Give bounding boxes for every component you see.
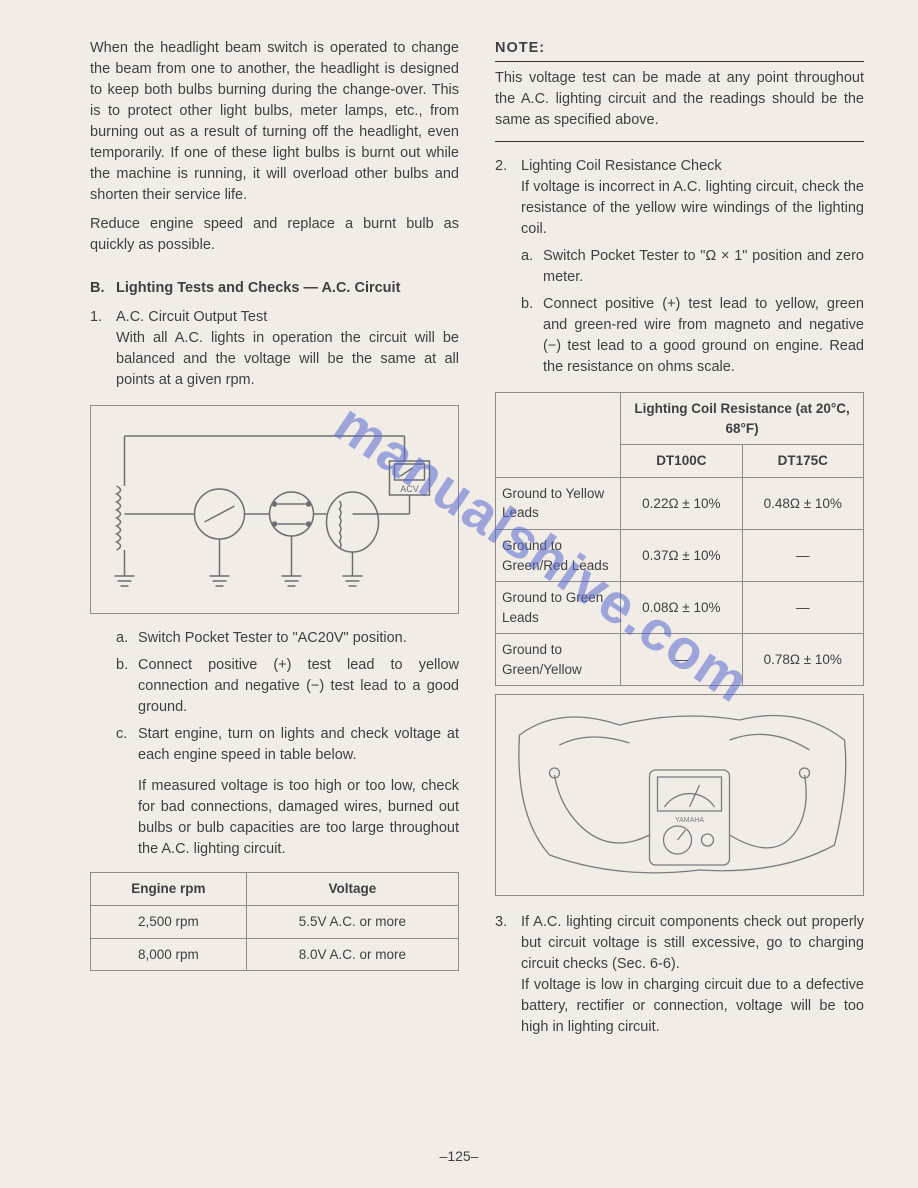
item-2-title: Lighting Coil Resistance Check bbox=[521, 158, 722, 174]
item-1-title: A.C. Circuit Output Test bbox=[116, 309, 267, 325]
tester-illustration: YAMAHA bbox=[495, 694, 864, 896]
row-label: Ground to Green/Yellow bbox=[496, 634, 621, 686]
step-2a-label: a. bbox=[521, 246, 543, 288]
col-header-rpm: Engine rpm bbox=[91, 873, 247, 906]
item-1-body: A.C. Circuit Output Test With all A.C. l… bbox=[116, 307, 459, 391]
step-a-body: Switch Pocket Tester to "AC20V" position… bbox=[138, 628, 459, 649]
table-row: Ground to Green/Red Leads 0.37Ω ± 10% — bbox=[496, 530, 864, 582]
item-2-number: 2. bbox=[495, 156, 521, 240]
step-c: c. Start engine, turn on lights and chec… bbox=[116, 724, 459, 766]
cell: — bbox=[621, 634, 742, 686]
item-3: 3. If A.C. lighting circuit components c… bbox=[495, 912, 864, 1038]
cell: 0.48Ω ± 10% bbox=[742, 477, 863, 529]
right-column: NOTE: This voltage test can be made at a… bbox=[495, 38, 864, 1039]
table-row: Ground to Yellow Leads 0.22Ω ± 10% 0.48Ω… bbox=[496, 477, 864, 529]
table-row: 2,500 rpm 5.5V A.C. or more bbox=[91, 905, 459, 938]
step-2b: b. Connect positive (+) test lead to yel… bbox=[521, 294, 864, 378]
cell: 0.08Ω ± 10% bbox=[621, 582, 742, 634]
svg-text:YAMAHA: YAMAHA bbox=[675, 817, 704, 824]
step-b-label: b. bbox=[116, 655, 138, 718]
table-row: Engine rpm Voltage bbox=[91, 873, 459, 906]
section-b-label: B. bbox=[90, 278, 116, 299]
step-2b-body: Connect positive (+) test lead to yellow… bbox=[543, 294, 864, 378]
table-row: Lighting Coil Resistance (at 20°C, 68°F) bbox=[496, 393, 864, 445]
item-3-text: If A.C. lighting circuit components chec… bbox=[521, 914, 864, 972]
col-dt175c: DT175C bbox=[742, 445, 863, 478]
item-2-text: If voltage is incorrect in A.C. lighting… bbox=[521, 179, 864, 237]
step-b: b. Connect positive (+) test lead to yel… bbox=[116, 655, 459, 718]
item-2-steps: a. Switch Pocket Tester to "Ω × 1" posit… bbox=[521, 246, 864, 378]
cell: 0.37Ω ± 10% bbox=[621, 530, 742, 582]
table-row: 8,000 rpm 8.0V A.C. or more bbox=[91, 938, 459, 971]
step-after-note: If measured voltage is too high or too l… bbox=[138, 776, 459, 860]
note-heading: NOTE: bbox=[495, 38, 864, 62]
section-b-title: Lighting Tests and Checks — A.C. Circuit bbox=[116, 278, 400, 299]
item-1-text: With all A.C. lights in operation the ci… bbox=[116, 330, 459, 388]
row-label: Ground to Green/Red Leads bbox=[496, 530, 621, 582]
left-column: When the headlight beam switch is operat… bbox=[90, 38, 459, 1039]
table-row: Ground to Green Leads 0.08Ω ± 10% — bbox=[496, 582, 864, 634]
acv-label: ACV bbox=[400, 484, 419, 494]
item-2: 2. Lighting Coil Resistance Check If vol… bbox=[495, 156, 864, 240]
tester-svg: YAMAHA bbox=[496, 695, 863, 895]
cell: 2,500 rpm bbox=[91, 905, 247, 938]
step-c-label: c. bbox=[116, 724, 138, 766]
item-3-number: 3. bbox=[495, 912, 521, 1038]
step-b-body: Connect positive (+) test lead to yellow… bbox=[138, 655, 459, 718]
step-a: a. Switch Pocket Tester to "AC20V" posit… bbox=[116, 628, 459, 649]
voltage-table: Engine rpm Voltage 2,500 rpm 5.5V A.C. o… bbox=[90, 872, 459, 971]
row-label: Ground to Yellow Leads bbox=[496, 477, 621, 529]
col-dt100c: DT100C bbox=[621, 445, 742, 478]
table-caption: Lighting Coil Resistance (at 20°C, 68°F) bbox=[621, 393, 864, 445]
item-3-text2: If voltage is low in charging circuit du… bbox=[521, 977, 864, 1035]
item-1-number: 1. bbox=[90, 307, 116, 391]
row-label: Ground to Green Leads bbox=[496, 582, 621, 634]
step-c-body: Start engine, turn on lights and check v… bbox=[138, 724, 459, 766]
step-2a: a. Switch Pocket Tester to "Ω × 1" posit… bbox=[521, 246, 864, 288]
note-body: This voltage test can be made at any poi… bbox=[495, 68, 864, 131]
cell: — bbox=[742, 582, 863, 634]
step-a-label: a. bbox=[116, 628, 138, 649]
item-3-body: If A.C. lighting circuit components chec… bbox=[521, 912, 864, 1038]
cell: 0.22Ω ± 10% bbox=[621, 477, 742, 529]
cell: — bbox=[742, 530, 863, 582]
section-b-heading: B. Lighting Tests and Checks — A.C. Circ… bbox=[90, 278, 459, 299]
cell: 8,000 rpm bbox=[91, 938, 247, 971]
ac-circuit-diagram: ACV bbox=[90, 405, 459, 614]
page-number: –125– bbox=[0, 1148, 918, 1164]
columns: When the headlight beam switch is operat… bbox=[90, 38, 864, 1039]
circuit-svg: ACV bbox=[91, 406, 458, 606]
col-header-voltage: Voltage bbox=[246, 873, 458, 906]
step-2a-body: Switch Pocket Tester to "Ω × 1" position… bbox=[543, 246, 864, 288]
step-2b-label: b. bbox=[521, 294, 543, 378]
cell: 0.78Ω ± 10% bbox=[742, 634, 863, 686]
item-2-body: Lighting Coil Resistance Check If voltag… bbox=[521, 156, 864, 240]
cell: 8.0V A.C. or more bbox=[246, 938, 458, 971]
page: manualshive.com When the headlight beam … bbox=[0, 0, 918, 1188]
item-1: 1. A.C. Circuit Output Test With all A.C… bbox=[90, 307, 459, 391]
resistance-table: Lighting Coil Resistance (at 20°C, 68°F)… bbox=[495, 392, 864, 686]
table-row: Ground to Green/Yellow — 0.78Ω ± 10% bbox=[496, 634, 864, 686]
divider-line bbox=[495, 141, 864, 142]
intro-paragraph-2: Reduce engine speed and replace a burnt … bbox=[90, 214, 459, 256]
item-1-steps: a. Switch Pocket Tester to "AC20V" posit… bbox=[116, 628, 459, 860]
intro-paragraph-1: When the headlight beam switch is operat… bbox=[90, 38, 459, 206]
cell: 5.5V A.C. or more bbox=[246, 905, 458, 938]
